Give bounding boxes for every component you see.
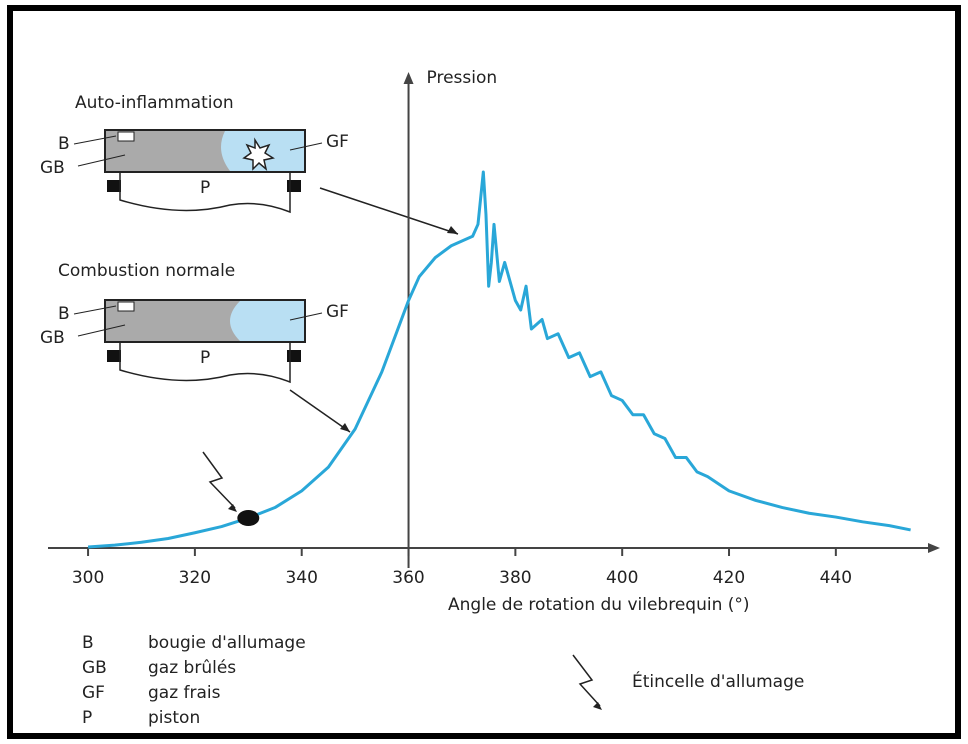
x-tick-label: 340 [285, 568, 317, 588]
x-tick-label: 440 [820, 568, 852, 588]
x-tick-label: 420 [713, 568, 745, 588]
label: GF [326, 302, 349, 322]
ring [287, 180, 301, 192]
spark-plug [117, 301, 135, 312]
leader [289, 312, 323, 321]
leader [73, 305, 117, 315]
legend-text: bougie d'allumage [148, 633, 306, 653]
label: B [58, 304, 70, 324]
legend-text: piston [148, 708, 200, 728]
spark-symbol [202, 451, 236, 509]
diagram-title: Combustion normale [58, 261, 235, 281]
legend-abbr: P [82, 708, 92, 728]
arrowhead [593, 702, 602, 710]
x-tick-label: 360 [392, 568, 424, 588]
diagram-title: Auto-inflammation [75, 93, 234, 113]
y-axis-arrow [403, 72, 414, 84]
ring [107, 350, 121, 362]
arrowhead [447, 226, 458, 234]
frame [7, 5, 961, 739]
arrowhead [228, 504, 237, 512]
spark-label: Étincelle d'allumage [632, 670, 804, 692]
label: P [200, 348, 210, 368]
diagram: Auto-inflammation B GB GF P [40, 93, 349, 214]
piston [119, 172, 291, 214]
leader [77, 324, 126, 337]
label: GB [40, 328, 65, 348]
arrow [289, 389, 351, 433]
label: GF [326, 132, 349, 152]
leader [77, 154, 126, 167]
knock-flame [242, 137, 275, 172]
x-axis-arrow [928, 543, 940, 553]
leader [73, 135, 117, 145]
spark-symbol [572, 654, 601, 707]
x-axis-label: Angle de rotation du vilebrequin (°) [448, 595, 750, 615]
x-tick-label: 380 [499, 568, 531, 588]
legend-text: gaz brûlés [148, 658, 236, 678]
label: GB [40, 158, 65, 178]
diagram: Combustion normale B GB GF P [40, 261, 349, 384]
legend-abbr: GB [82, 658, 107, 678]
fresh-gas [230, 301, 304, 341]
piston [119, 342, 291, 384]
arrow [319, 187, 459, 235]
legend-abbr: GF [82, 683, 105, 703]
label: P [200, 178, 210, 198]
ignition-point [237, 510, 260, 527]
pressure-curve [87, 170, 911, 549]
arrowhead [340, 423, 350, 432]
spark-plug [117, 131, 135, 142]
ring [107, 180, 121, 192]
legend-abbr: B [82, 633, 94, 653]
x-tick-label: 300 [72, 568, 104, 588]
x-tick-label: 400 [606, 568, 638, 588]
legend-text: gaz frais [148, 683, 221, 703]
label: B [58, 134, 70, 154]
y-axis-label: Pression [427, 68, 498, 88]
leader [289, 142, 323, 151]
x-tick-label: 320 [179, 568, 211, 588]
ring [287, 350, 301, 362]
